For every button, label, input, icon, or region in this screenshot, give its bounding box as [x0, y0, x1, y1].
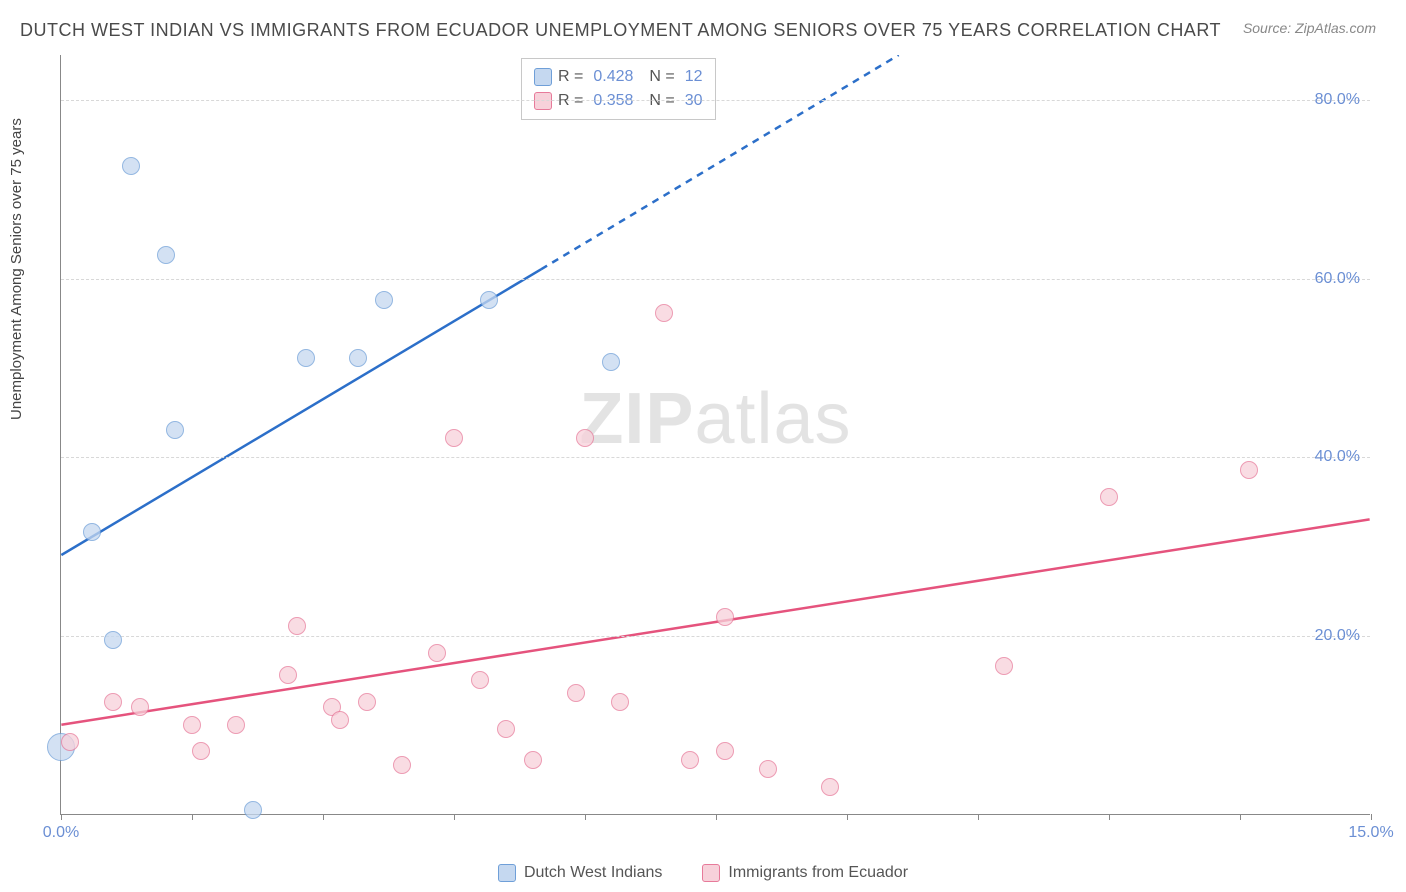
- x-tick: [847, 814, 848, 820]
- scatter-point: [131, 698, 149, 716]
- legend-r-value: 0.428: [593, 68, 633, 86]
- x-tick: [323, 814, 324, 820]
- scatter-point: [157, 246, 175, 264]
- scatter-point: [995, 657, 1013, 675]
- x-tick-label: 0.0%: [43, 824, 79, 842]
- scatter-point: [497, 720, 515, 738]
- scatter-point: [471, 671, 489, 689]
- y-tick-label: 40.0%: [1315, 448, 1360, 466]
- scatter-point: [611, 693, 629, 711]
- scatter-point: [83, 523, 101, 541]
- scatter-point: [393, 756, 411, 774]
- scatter-point: [716, 742, 734, 760]
- legend-r-label: R =: [558, 92, 583, 110]
- scatter-point: [166, 421, 184, 439]
- scatter-point: [183, 716, 201, 734]
- legend-r-label: R =: [558, 68, 583, 86]
- x-tick-label: 15.0%: [1348, 824, 1393, 842]
- scatter-point: [1100, 488, 1118, 506]
- legend-r-value: 0.358: [593, 92, 633, 110]
- legend-swatch: [702, 864, 720, 882]
- trend-line: [61, 519, 1369, 724]
- trend-line: [61, 269, 541, 555]
- y-tick-label: 20.0%: [1315, 627, 1360, 645]
- scatter-point: [1240, 461, 1258, 479]
- y-tick-label: 60.0%: [1315, 270, 1360, 288]
- gridline-horizontal: [61, 279, 1370, 280]
- scatter-point: [104, 631, 122, 649]
- scatter-point: [524, 751, 542, 769]
- watermark-text: ZIPatlas: [579, 378, 851, 460]
- scatter-point: [655, 304, 673, 322]
- scatter-point: [602, 353, 620, 371]
- scatter-point: [331, 711, 349, 729]
- scatter-point: [576, 429, 594, 447]
- x-tick: [978, 814, 979, 820]
- scatter-point: [279, 666, 297, 684]
- scatter-point: [227, 716, 245, 734]
- gridline-horizontal: [61, 636, 1370, 637]
- scatter-point: [104, 693, 122, 711]
- chart-title: DUTCH WEST INDIAN VS IMMIGRANTS FROM ECU…: [20, 20, 1221, 41]
- scatter-point: [192, 742, 210, 760]
- scatter-point: [480, 291, 498, 309]
- y-tick-label: 80.0%: [1315, 91, 1360, 109]
- x-tick: [716, 814, 717, 820]
- legend-n-value: 12: [685, 68, 703, 86]
- gridline-horizontal: [61, 100, 1370, 101]
- x-tick: [192, 814, 193, 820]
- stats-legend-row: R = 0.358 N = 30: [534, 89, 703, 113]
- chart-plot-area: ZIPatlas R = 0.428 N = 12 R = 0.358 N = 30 20.0…: [60, 55, 1370, 815]
- scatter-point: [821, 778, 839, 796]
- bottom-legend-item: Immigrants from Ecuador: [702, 864, 908, 882]
- scatter-point: [288, 617, 306, 635]
- bottom-legend-label: Immigrants from Ecuador: [728, 864, 908, 882]
- x-tick: [1109, 814, 1110, 820]
- bottom-legend-item: Dutch West Indians: [498, 864, 662, 882]
- legend-swatch: [498, 864, 516, 882]
- scatter-point: [681, 751, 699, 769]
- scatter-point: [349, 349, 367, 367]
- legend-swatch: [534, 92, 552, 110]
- scatter-point: [567, 684, 585, 702]
- stats-legend-box: R = 0.428 N = 12 R = 0.358 N = 30: [521, 58, 716, 120]
- gridline-horizontal: [61, 457, 1370, 458]
- scatter-point: [122, 157, 140, 175]
- source-attribution: Source: ZipAtlas.com: [1243, 20, 1376, 36]
- scatter-point: [61, 733, 79, 751]
- scatter-point: [375, 291, 393, 309]
- x-tick: [61, 814, 62, 820]
- scatter-point: [445, 429, 463, 447]
- scatter-point: [759, 760, 777, 778]
- stats-legend-row: R = 0.428 N = 12: [534, 65, 703, 89]
- scatter-point: [244, 801, 262, 819]
- y-axis-label: Unemployment Among Seniors over 75 years: [8, 118, 25, 420]
- x-tick: [454, 814, 455, 820]
- legend-swatch: [534, 68, 552, 86]
- legend-n-label: N =: [649, 92, 674, 110]
- legend-n-label: N =: [649, 68, 674, 86]
- scatter-point: [358, 693, 376, 711]
- x-tick: [1371, 814, 1372, 820]
- scatter-point: [716, 608, 734, 626]
- scatter-point: [297, 349, 315, 367]
- watermark-light: atlas: [694, 379, 851, 459]
- x-tick: [585, 814, 586, 820]
- bottom-legend: Dutch West Indians Immigrants from Ecuado…: [0, 864, 1406, 882]
- x-tick: [1240, 814, 1241, 820]
- legend-n-value: 30: [685, 92, 703, 110]
- watermark-bold: ZIP: [579, 379, 694, 459]
- scatter-point: [428, 644, 446, 662]
- trend-lines-svg: [61, 55, 1370, 814]
- bottom-legend-label: Dutch West Indians: [524, 864, 662, 882]
